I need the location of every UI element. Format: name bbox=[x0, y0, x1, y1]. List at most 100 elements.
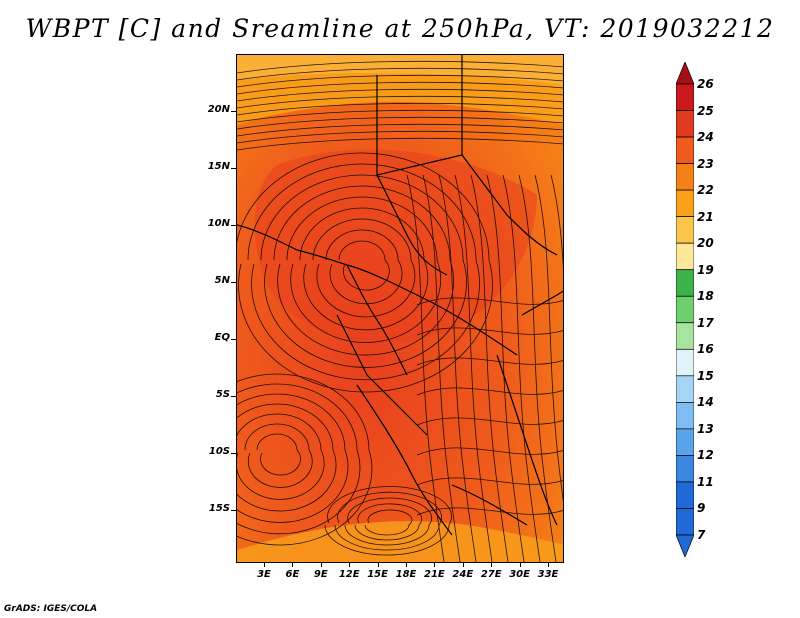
longitude-label: 30E bbox=[509, 569, 530, 580]
streamline bbox=[416, 417, 563, 426]
streamline bbox=[256, 433, 301, 476]
longitude-tick bbox=[519, 563, 521, 567]
colorbar-swatch bbox=[676, 322, 694, 350]
colorbar-label: 13 bbox=[697, 421, 714, 436]
colorbar-swatch bbox=[676, 216, 694, 244]
colorbar-label: 18 bbox=[697, 289, 714, 304]
latitude-tick bbox=[231, 168, 236, 169]
streamline bbox=[416, 447, 563, 456]
streamline bbox=[422, 174, 461, 562]
streamline bbox=[237, 130, 563, 144]
colorbar-swatch bbox=[676, 455, 694, 483]
colorbar-label: 21 bbox=[697, 209, 714, 224]
streamline bbox=[237, 373, 373, 546]
colorbar-label: 16 bbox=[697, 342, 714, 357]
streamline bbox=[237, 116, 563, 130]
colorbar-label: 26 bbox=[697, 77, 714, 91]
streamline bbox=[534, 174, 563, 502]
latitude-label: 15N bbox=[207, 161, 230, 172]
streamline bbox=[416, 357, 563, 366]
streamline bbox=[438, 174, 477, 562]
latitude-tick bbox=[231, 453, 236, 454]
colorbar-swatch bbox=[676, 110, 694, 138]
streamline bbox=[406, 174, 445, 562]
streamline bbox=[312, 218, 416, 318]
streamline bbox=[237, 95, 563, 109]
latitude-label: EQ bbox=[214, 332, 230, 343]
credit-text: GrADS: IGES/COLA bbox=[4, 604, 98, 614]
streamline bbox=[237, 88, 563, 102]
colorbar-swatch bbox=[676, 402, 694, 430]
streamline bbox=[237, 413, 325, 500]
colorbar-label: 17 bbox=[697, 315, 714, 330]
streamline bbox=[237, 60, 563, 74]
streamline bbox=[416, 297, 563, 306]
latitude-label: 10N bbox=[207, 218, 230, 229]
colorbar bbox=[676, 62, 694, 557]
latitude-tick bbox=[231, 225, 236, 226]
streamline bbox=[237, 123, 563, 137]
latitude-label: 5N bbox=[214, 275, 230, 286]
colorbar-label: 15 bbox=[697, 368, 714, 383]
colorbar-label: 20 bbox=[697, 236, 714, 251]
streamline bbox=[237, 81, 563, 95]
longitude-label: 6E bbox=[285, 569, 300, 580]
streamline bbox=[237, 383, 361, 535]
longitude-tick bbox=[377, 563, 379, 567]
colorbar-label: 12 bbox=[697, 448, 714, 463]
streamline bbox=[416, 387, 563, 396]
colorbar-label: 7 bbox=[697, 528, 706, 542]
colorbar-swatch bbox=[676, 83, 694, 111]
streamline bbox=[454, 174, 493, 562]
longitude-tick bbox=[491, 563, 493, 567]
streamline bbox=[260, 174, 467, 368]
streamline bbox=[334, 491, 442, 551]
latitude-label: 15S bbox=[208, 503, 230, 514]
streamline bbox=[354, 503, 423, 541]
temperature-band-south bbox=[237, 521, 563, 562]
longitude-tick bbox=[264, 563, 265, 567]
streamline bbox=[237, 152, 493, 393]
longitude-label: 33E bbox=[537, 569, 559, 580]
latitude-label: 10S bbox=[208, 446, 230, 457]
streamline bbox=[237, 137, 563, 151]
colorbar-swatch bbox=[676, 508, 694, 536]
colorbar-label: 24 bbox=[697, 130, 714, 145]
country-borders bbox=[237, 55, 563, 536]
streamline bbox=[416, 477, 563, 486]
colorbar-label: 25 bbox=[697, 103, 714, 118]
longitude-tick bbox=[320, 563, 322, 567]
longitude-tick bbox=[462, 563, 464, 567]
colorbar-swatch bbox=[676, 189, 694, 217]
colorbar-swatch bbox=[676, 136, 694, 164]
longitude-label: 12E bbox=[338, 569, 360, 580]
map-svg bbox=[237, 55, 563, 562]
colorbar-swatch bbox=[676, 375, 694, 403]
streamline bbox=[273, 185, 455, 356]
streamline bbox=[325, 229, 403, 305]
latitude-tick bbox=[231, 396, 236, 397]
colorbar-label: 14 bbox=[697, 395, 714, 410]
chart-title: WBPT [C] and Sreamline at 250hPa, VT: 20… bbox=[25, 14, 775, 43]
streamline bbox=[470, 174, 509, 562]
streamline bbox=[550, 174, 563, 268]
colorbar-max-arrow bbox=[676, 62, 694, 85]
latitude-tick bbox=[231, 111, 236, 112]
longitude-tick bbox=[406, 563, 407, 567]
streamline bbox=[344, 497, 433, 546]
colorbar-label: 11 bbox=[697, 474, 714, 489]
latitude-label: 20N bbox=[207, 104, 230, 115]
streamlines bbox=[237, 60, 563, 562]
streamline bbox=[237, 74, 563, 88]
map-panel bbox=[236, 54, 564, 563]
streamline bbox=[237, 109, 563, 123]
longitude-label: 27E bbox=[480, 569, 502, 580]
temperature-band-24 bbox=[254, 149, 537, 343]
streamline bbox=[364, 509, 413, 536]
colorbar-label: 23 bbox=[697, 156, 714, 171]
streamline bbox=[502, 174, 541, 562]
colorbar-label: 9 bbox=[697, 501, 706, 516]
streamline bbox=[237, 393, 349, 523]
longitude-tick bbox=[349, 563, 351, 567]
streamline bbox=[324, 486, 452, 556]
